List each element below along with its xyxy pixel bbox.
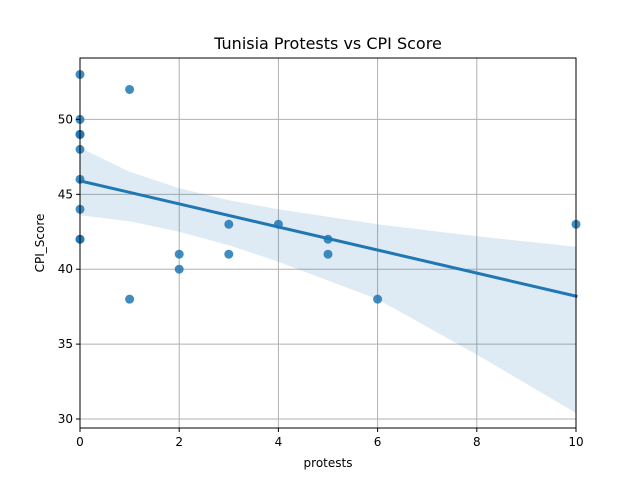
x-axis-ticks: 0 2 4 6 8 10 xyxy=(76,428,584,449)
y-axis-label: CPI_Score xyxy=(33,214,47,273)
x-tick-label: 4 xyxy=(275,435,283,449)
data-point xyxy=(174,249,184,259)
data-point xyxy=(273,219,283,229)
x-axis-label: protests xyxy=(304,456,353,470)
y-tick-label: 30 xyxy=(58,412,73,426)
x-tick-label: 6 xyxy=(374,435,382,449)
x-tick-label: 8 xyxy=(473,435,481,449)
data-point xyxy=(373,294,383,304)
data-point xyxy=(323,234,333,244)
confidence-band-layer xyxy=(80,147,576,413)
x-tick-label: 0 xyxy=(76,435,84,449)
chart-title: Tunisia Protests vs CPI Score xyxy=(213,34,442,53)
x-tick-label: 10 xyxy=(568,435,583,449)
confidence-band xyxy=(80,147,576,413)
y-tick-label: 50 xyxy=(58,112,73,126)
y-tick-label: 40 xyxy=(58,262,73,276)
data-point xyxy=(323,249,333,259)
plot-frame xyxy=(79,57,577,429)
data-point xyxy=(224,219,234,229)
y-tick-label: 45 xyxy=(58,187,73,201)
data-point xyxy=(224,249,234,259)
data-point xyxy=(125,84,135,94)
y-axis-ticks: 30 35 40 45 50 xyxy=(58,112,80,426)
x-tick-label: 2 xyxy=(175,435,183,449)
data-point xyxy=(174,264,184,274)
y-tick-label: 35 xyxy=(58,337,73,351)
data-point xyxy=(125,294,135,304)
